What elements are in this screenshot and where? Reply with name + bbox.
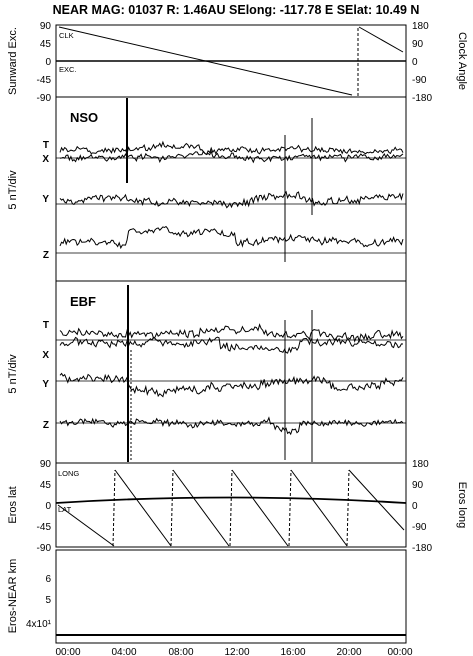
ytick-left-4: -90 bbox=[37, 93, 52, 104]
xtick-6: 00:00 bbox=[387, 647, 412, 656]
ylabel-nso: 5 nT/div bbox=[7, 170, 19, 210]
x-axis: 00:00 04:00 08:00 12:00 16:00 20:00 00:0… bbox=[55, 647, 412, 656]
comp-z: Z bbox=[43, 420, 49, 431]
ytick-left-1: 45 bbox=[40, 39, 52, 50]
ytick-left-3: -45 bbox=[37, 75, 52, 86]
xtick-3: 12:00 bbox=[224, 647, 249, 656]
xtick-0: 00:00 bbox=[55, 647, 80, 656]
xtick-5: 20:00 bbox=[336, 647, 361, 656]
nso-t-trace bbox=[59, 140, 404, 156]
panel-frame bbox=[55, 549, 407, 644]
ebf-label: EBF bbox=[70, 294, 96, 309]
comp-x: X bbox=[42, 350, 49, 361]
ytick-right-1: 90 bbox=[412, 39, 424, 50]
ebf-z-trace bbox=[59, 416, 404, 436]
eros-lat-trace bbox=[55, 496, 407, 504]
nso-label: NSO bbox=[70, 110, 98, 125]
ytick-left-2: 0 bbox=[45, 501, 51, 512]
ytick-4-exp: 4x10¹ bbox=[26, 619, 52, 630]
ytick-left-2: 0 bbox=[45, 57, 51, 68]
clk-trace-b bbox=[358, 26, 404, 53]
ytick-right-0: 180 bbox=[412, 21, 429, 32]
ytick-left-0: 90 bbox=[40, 21, 52, 32]
ytick-right-0: 180 bbox=[412, 459, 429, 470]
ytick-right-4: -180 bbox=[412, 543, 432, 554]
ylabel-ebf: 5 nT/div bbox=[7, 354, 19, 394]
comp-y: Y bbox=[42, 194, 49, 205]
nso-x-trace bbox=[59, 149, 404, 164]
exc-label: EXC. bbox=[59, 65, 77, 74]
ylabel-eros-near: Eros-NEAR km bbox=[7, 559, 19, 634]
ytick-left-1: 45 bbox=[40, 480, 52, 491]
nso-z-trace bbox=[59, 225, 404, 250]
ytick-right-4: -180 bbox=[412, 93, 432, 104]
eros-long-trace bbox=[57, 469, 405, 547]
ylabel-eros-long: Eros long bbox=[456, 482, 468, 528]
ytick-right-1: 90 bbox=[412, 480, 424, 491]
panel-sunward-clock: Sunward Exc. Clock Angle 90 45 0 -45 -90… bbox=[7, 21, 468, 104]
nso-y-trace bbox=[59, 190, 404, 209]
comp-t: T bbox=[43, 140, 49, 151]
ytick-5: 5 bbox=[45, 595, 51, 606]
ebf-y-trace bbox=[59, 372, 404, 398]
panel-frame bbox=[55, 462, 407, 548]
ytick-right-3: -90 bbox=[412, 522, 427, 533]
comp-z: Z bbox=[43, 250, 49, 261]
ebf-x-trace bbox=[59, 336, 404, 354]
panel-ebf: EBF 5 nT/div T X Y Z bbox=[7, 280, 407, 464]
clk-label: CLK bbox=[59, 31, 74, 40]
panel-eros-lat-long: Eros lat Eros long 90 45 0 -45 -90 180 9… bbox=[7, 459, 468, 554]
ytick-left-4: -90 bbox=[37, 543, 52, 554]
ytick-left-0: 90 bbox=[40, 459, 52, 470]
ytick-right-2: 0 bbox=[412, 501, 418, 512]
ytick-left-3: -45 bbox=[37, 522, 52, 533]
ytick-6: 6 bbox=[45, 574, 51, 585]
ylabel-sunward: Sunward Exc. bbox=[7, 27, 19, 95]
figure-title: NEAR MAG: 01037 R: 1.46AU SElong: -117.7… bbox=[53, 3, 420, 17]
xtick-1: 04:00 bbox=[111, 647, 136, 656]
xtick-4: 16:00 bbox=[280, 647, 305, 656]
long-label: LONG bbox=[58, 469, 79, 478]
xtick-2: 08:00 bbox=[168, 647, 193, 656]
ebf-t-trace bbox=[59, 323, 404, 343]
panel-nso: NSO 5 nT/div T X Y Z bbox=[7, 96, 407, 282]
panel-frame bbox=[55, 280, 407, 464]
comp-x: X bbox=[42, 154, 49, 165]
ylabel-eros-lat: Eros lat bbox=[7, 486, 19, 523]
eros-long-wraps bbox=[112, 469, 350, 547]
ylabel-clock: Clock Angle bbox=[456, 32, 468, 90]
comp-t: T bbox=[43, 320, 49, 331]
comp-y: Y bbox=[42, 379, 49, 390]
ytick-right-2: 0 bbox=[412, 57, 418, 68]
panel-eros-near-distance: Eros-NEAR km 6 5 4x10¹ bbox=[7, 549, 407, 644]
ytick-right-3: -90 bbox=[412, 75, 427, 86]
